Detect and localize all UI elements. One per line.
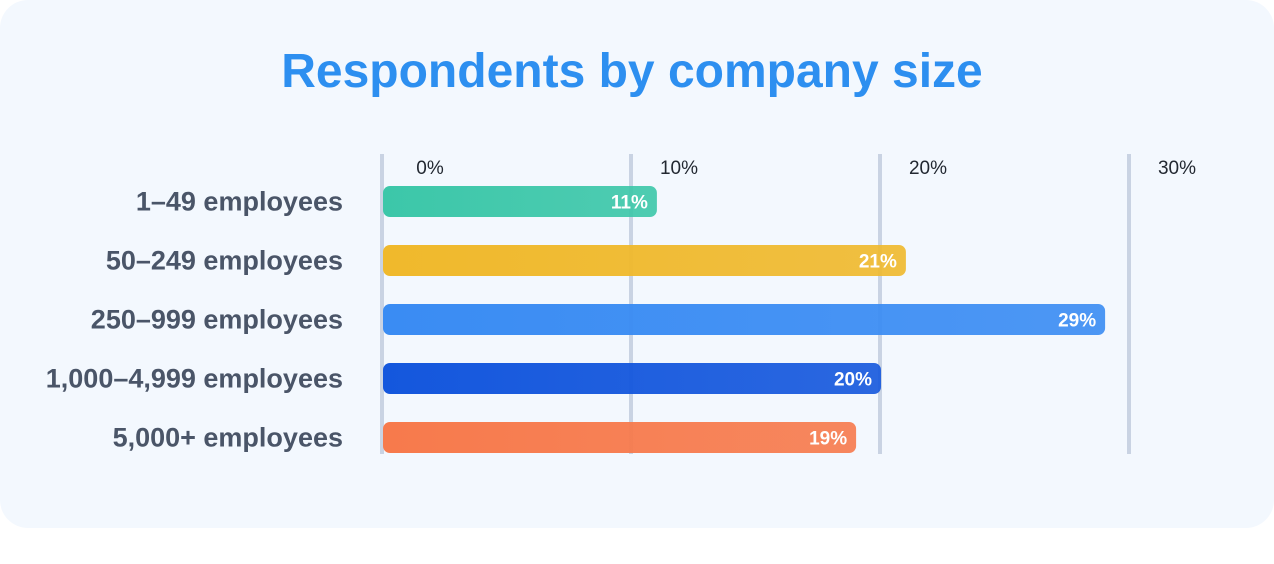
bar bbox=[383, 245, 906, 276]
x-axis-ticks: 0% 10% 20% 30% bbox=[416, 158, 1196, 179]
gridline bbox=[1127, 154, 1131, 454]
bar-value-label: 11% bbox=[611, 193, 648, 214]
category-labels: 1–49 employees 50–249 employees 250–999 em… bbox=[46, 187, 343, 453]
bar bbox=[383, 422, 857, 453]
chart-title: Respondents by company size bbox=[281, 45, 983, 98]
bars: 11% 21% 29% 20% 19% bbox=[383, 186, 1106, 453]
bar bbox=[383, 363, 881, 394]
bar bbox=[383, 304, 1106, 335]
x-tick-label: 30% bbox=[1158, 158, 1196, 179]
category-label: 1,000–4,999 employees bbox=[46, 364, 343, 394]
gridline bbox=[380, 154, 384, 454]
category-label: 50–249 employees bbox=[106, 246, 343, 276]
bar-value-label: 19% bbox=[809, 429, 847, 450]
category-label: 1–49 employees bbox=[136, 187, 343, 217]
x-tick-label: 0% bbox=[416, 158, 444, 179]
bar-value-label: 21% bbox=[859, 252, 897, 273]
x-tick-label: 20% bbox=[909, 158, 947, 179]
bar bbox=[383, 186, 657, 217]
category-label: 250–999 employees bbox=[91, 305, 343, 335]
x-tick-label: 10% bbox=[660, 158, 698, 179]
bar-value-label: 20% bbox=[834, 370, 872, 391]
category-label: 5,000+ employees bbox=[113, 423, 343, 453]
bar-value-label: 29% bbox=[1058, 311, 1096, 332]
